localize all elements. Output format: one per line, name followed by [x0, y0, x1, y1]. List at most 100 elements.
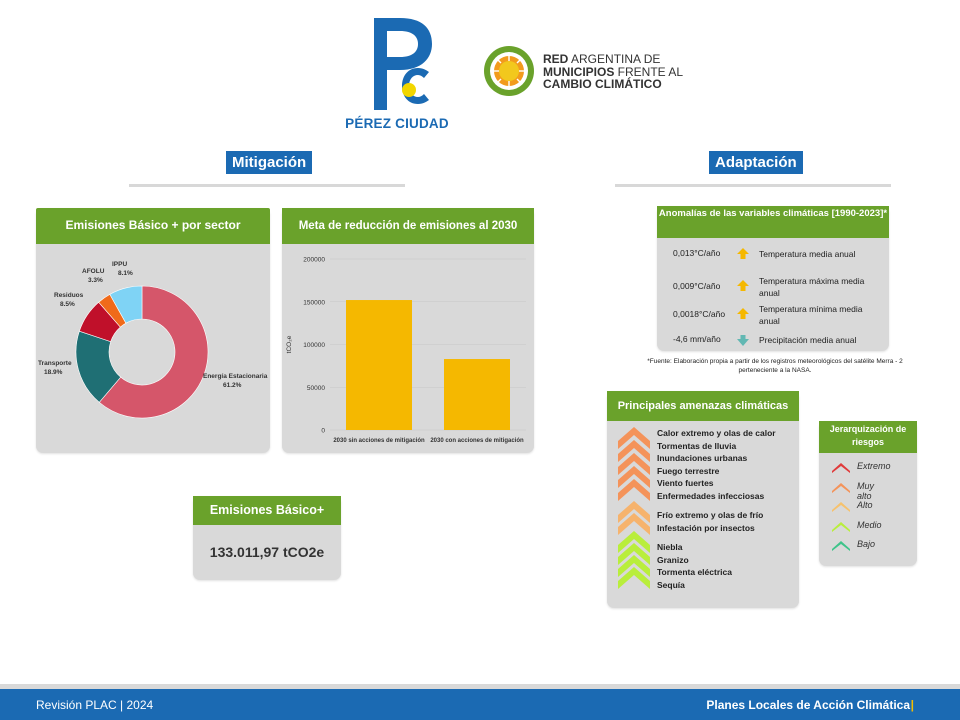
bar	[444, 359, 510, 430]
anomalia-label: Precipitación media anual	[759, 335, 857, 345]
risk-chevron-icon	[618, 531, 650, 553]
amenaza-item: Granizo	[657, 554, 689, 565]
amenaza-item: Enfermedades infecciosas	[657, 490, 765, 501]
jerarquia-label: Extremo	[857, 461, 891, 471]
donut-slice-name: Transporte	[38, 360, 72, 367]
amenaza-item: Fuego terrestre	[657, 465, 720, 476]
amenaza-item: Viento fuertes	[657, 478, 714, 488]
bar-y-tick: 200000	[303, 257, 325, 264]
anomalia-value: 0,009°C/año	[673, 281, 721, 291]
bar-card-title: Meta de reducción de emisiones al 2030	[282, 208, 534, 244]
donut-card: Emisiones Básico + por sector Energía Es…	[36, 208, 270, 453]
footer-divider	[0, 684, 960, 689]
donut-slice-label: 8.5%	[60, 301, 75, 308]
amenaza-item: Sequía	[657, 579, 685, 590]
risk-chevron-icon	[618, 466, 650, 488]
anomalia-row: 0,0018°C/año Temperatura mínima media anu…	[657, 303, 889, 327]
amenaza-item: Tormenta eléctrica	[657, 567, 732, 577]
jerarquia-label: Muy alto	[857, 480, 875, 501]
bar-card: Meta de reducción de emisiones al 2030 0…	[282, 208, 534, 453]
amenaza-item: Tormentas de lluvia	[657, 440, 737, 451]
adaptacion-divider	[615, 184, 891, 187]
risk-chevron-icon	[618, 567, 650, 589]
donut-slice-name: Residuos	[54, 292, 84, 299]
footer: Revisión PLAC | 2024 Planes Locales de A…	[0, 689, 960, 720]
mitigacion-divider	[129, 184, 405, 187]
down-arrow-icon	[737, 335, 749, 346]
emisiones-total-card: Emisiones Básico+ 133.011,97 tCO2e	[193, 496, 341, 580]
donut-slice	[98, 285, 209, 419]
bar-x-tick: 2030 sin acciones de mitigación	[333, 438, 425, 444]
amenazas-card: Principales amenazas climáticas Calor ex…	[607, 391, 799, 608]
jerarquia-label: Alto	[857, 500, 873, 510]
jerarquia-label: Medio	[857, 519, 882, 530]
footer-right: Planes Locales de Acción Climática	[706, 698, 910, 712]
anomalias-footnote: *Fuente: Elaboración propia a partir de …	[647, 358, 903, 374]
section-title-mitigacion: Mitigación	[226, 151, 313, 174]
donut-card-title: Emisiones Básico + por sector	[36, 208, 270, 244]
amenaza-item: Inundaciones urbanas	[657, 453, 748, 463]
risk-chevron-icon	[832, 541, 850, 551]
footer-right-bar: |	[910, 698, 914, 712]
risk-chevron-icon	[618, 427, 650, 449]
risk-chevron-icon	[832, 463, 850, 473]
donut-slice-label: 18.9%	[44, 369, 63, 376]
amenaza-item: Calor extremo y olas de calor	[657, 428, 776, 438]
anomalia-value: 0,0018°C/año	[673, 309, 726, 319]
jerarquia-label: Bajo	[857, 539, 876, 549]
up-arrow-icon	[737, 248, 749, 259]
risk-chevron-icon	[618, 440, 650, 462]
anomalia-value: 0,013°C/año	[673, 248, 721, 258]
risk-chevron-icon	[832, 482, 850, 493]
donut-slice-name: IPPU	[112, 261, 127, 268]
risk-chevron-icon	[618, 513, 650, 535]
perez-ciudad-logo	[374, 18, 432, 110]
perez-ciudad-name: PÉREZ CIUDAD	[345, 116, 449, 131]
up-arrow-icon	[737, 280, 749, 291]
up-arrow-icon	[737, 308, 749, 319]
bar-y-tick: 50000	[307, 385, 325, 392]
red-argentina-text: RED ARGENTINA DE MUNICIPIOS FRENTE AL CA…	[543, 52, 684, 91]
risk-chevron-icon	[618, 555, 650, 577]
bar-y-tick: 100000	[303, 342, 325, 349]
risk-chevron-icon	[832, 502, 850, 512]
red-argentina-logo	[484, 46, 534, 96]
donut-slice-label: 3.3%	[88, 277, 103, 284]
amenaza-item: Niebla	[657, 542, 683, 552]
bar	[346, 300, 412, 430]
bar-x-tick: 2030 con acciones de mitigación	[430, 438, 524, 444]
emisiones-total-value: 133.011,97 tCO2e	[209, 544, 325, 560]
anomalia-row: 0,009°C/año Temperatura máxima media anua…	[657, 275, 889, 299]
jerarquizacion-card: Jerarquización de riesgos Extremo Muy alt…	[819, 421, 917, 566]
anomalia-label: Temperatura media anual	[759, 249, 856, 259]
bar-y-tick: 150000	[303, 299, 325, 306]
risk-chevron-icon	[618, 479, 650, 501]
donut-slice-name: Energía Estacionaria	[203, 373, 268, 380]
risk-chevron-icon	[618, 543, 650, 565]
bar-chart: 0 50000 100000 150000 200000 tCO₂e 2030 sin ac…	[286, 257, 526, 444]
donut-slice-label: 8.1%	[118, 270, 133, 277]
anomalia-row: -4,6 mm/año Precipitación media anual	[657, 334, 889, 358]
amenazas-chevrons	[618, 427, 650, 589]
anomalia-row: 0,013°C/año Temperatura media anual	[657, 248, 889, 272]
risk-chevron-icon	[832, 521, 850, 532]
donut-slice-name: AFOLU	[82, 268, 105, 275]
bar-y-tick: 0	[321, 428, 325, 435]
amenazas-title: Principales amenazas climáticas	[607, 391, 799, 421]
amenaza-item: Infestación por insectos	[657, 522, 755, 533]
anomalia-label: Temperatura máxima media anual	[759, 276, 865, 298]
jerarquizacion-title: Jerarquización de riesgos	[819, 421, 917, 453]
risk-chevron-icon	[618, 501, 650, 523]
risk-chevron-icon	[618, 453, 650, 475]
amenaza-item: Frío extremo y olas de frío	[657, 510, 764, 520]
footer-left: Revisión PLAC | 2024	[36, 698, 154, 712]
donut-slice	[109, 285, 143, 324]
donut-chart: Energía Estacionaria 61.2% Transporte 18.9%…	[38, 261, 268, 419]
donut-slice-label: 61.2%	[223, 382, 242, 389]
anomalias-card: Anomalías de las variables climáticas [1…	[657, 206, 889, 351]
bar-y-label: tCO₂e	[286, 335, 293, 353]
emisiones-total-title: Emisiones Básico+	[193, 496, 341, 525]
anomalia-label: Temperatura mínima media anual	[759, 304, 863, 326]
section-title-adaptacion: Adaptación	[709, 151, 803, 174]
anomalia-value: -4,6 mm/año	[673, 334, 721, 344]
